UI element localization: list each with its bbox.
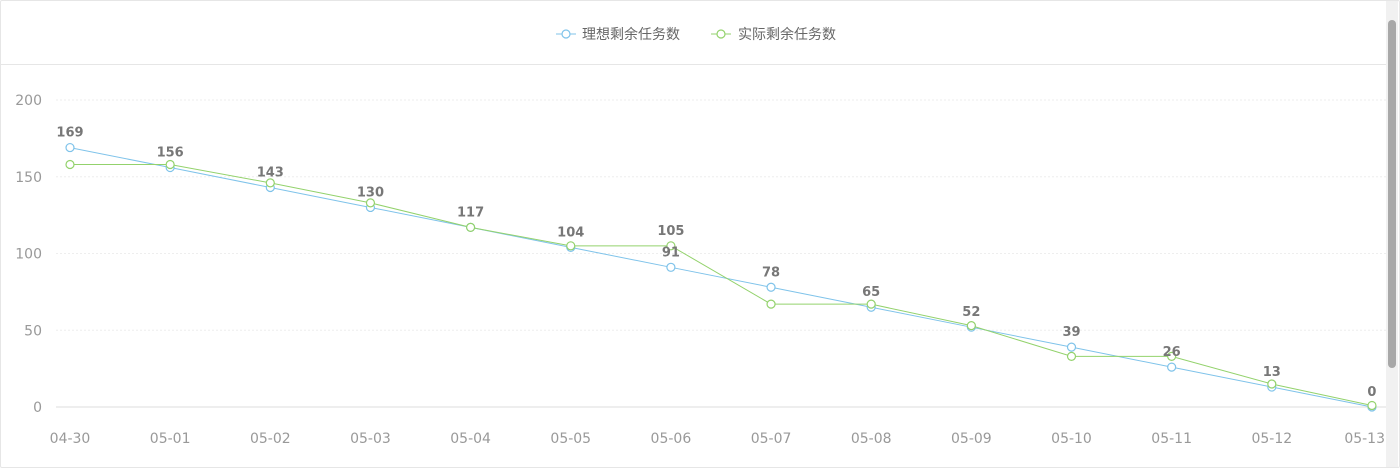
y-tick-label: 100 — [15, 247, 42, 263]
data-point-actual[interactable] — [766, 299, 776, 309]
data-label-ideal: 143 — [257, 165, 284, 180]
legend: 理想剩余任务数 实际剩余任务数 — [556, 26, 836, 43]
data-point-actual[interactable] — [966, 321, 976, 331]
data-point-actual[interactable] — [1267, 379, 1277, 389]
data-label-ideal: 0 — [1367, 385, 1376, 400]
x-tick-label: 04-30 — [50, 431, 91, 447]
x-tick-label: 05-08 — [851, 431, 892, 447]
data-point-actual[interactable] — [866, 299, 876, 309]
x-tick-label: 05-13 — [1344, 431, 1385, 447]
y-axis: 0 50 100 150 200 — [15, 93, 42, 416]
series-line-actual — [70, 163, 1373, 406]
data-point-ideal[interactable] — [666, 262, 676, 272]
data-point-ideal[interactable] — [766, 282, 776, 292]
legend-label: 实际剩余任务数 — [738, 26, 836, 43]
data-label-actual: 105 — [657, 224, 684, 239]
data-point-actual[interactable] — [566, 241, 576, 251]
x-tick-label: 05-03 — [350, 431, 391, 447]
data-point-ideal[interactable] — [65, 142, 75, 153]
data-point-ideal[interactable] — [1167, 362, 1177, 372]
x-tick-label: 05-06 — [651, 431, 692, 447]
data-point-actual[interactable] — [1066, 351, 1077, 361]
x-tick-label: 05-05 — [550, 431, 591, 447]
y-tick-label: 200 — [15, 93, 42, 109]
data-label-ideal: 78 — [762, 265, 780, 280]
data-point-actual[interactable] — [1167, 351, 1177, 361]
header-divider — [1, 64, 1387, 65]
data-label-ideal: 117 — [457, 205, 484, 220]
data-point-actual[interactable] — [265, 178, 275, 188]
x-tick-label: 05-11 — [1151, 431, 1192, 447]
data-point-actual[interactable] — [466, 222, 476, 233]
x-tick-label: 05-10 — [1051, 431, 1092, 447]
y-tick-label: 0 — [33, 400, 42, 416]
legend-label: 理想剩余任务数 — [582, 26, 680, 43]
data-label-ideal: 26 — [1163, 345, 1181, 360]
series-line-ideal — [69, 147, 1373, 408]
data-point-actual[interactable] — [1367, 400, 1377, 411]
data-label-ideal: 65 — [862, 285, 880, 300]
data-point-ideal[interactable] — [1066, 342, 1077, 352]
x-tick-label: 05-02 — [250, 431, 291, 447]
data-label-ideal: 91 — [662, 245, 680, 260]
data-label-ideal: 156 — [157, 146, 184, 161]
data-point-actual[interactable] — [65, 159, 75, 170]
x-tick-label: 05-01 — [150, 431, 191, 447]
x-tick-label: 05-04 — [450, 431, 491, 447]
data-point-actual[interactable] — [666, 241, 676, 251]
data-label-ideal: 13 — [1263, 365, 1281, 380]
legend-marker-icon — [561, 29, 571, 39]
data-point-actual[interactable] — [165, 159, 175, 170]
y-tick-label: 150 — [15, 170, 42, 186]
data-label-ideal: 104 — [557, 225, 584, 240]
data-label-ideal: 130 — [357, 185, 384, 200]
grid-lines — [56, 99, 1386, 408]
y-tick-label: 50 — [24, 323, 42, 339]
x-tick-label: 05-09 — [951, 431, 992, 447]
data-label-ideal: 39 — [1062, 325, 1080, 340]
legend-item-actual[interactable]: 实际剩余任务数 — [711, 26, 836, 43]
x-tick-label: 05-12 — [1251, 431, 1292, 447]
data-point-actual[interactable] — [365, 198, 376, 208]
data-label-ideal: 169 — [56, 126, 83, 141]
x-tick-label: 05-07 — [751, 431, 792, 447]
legend-item-ideal[interactable]: 理想剩余任务数 — [556, 26, 680, 43]
x-axis: 04-30 05-01 05-02 05-03 05-04 05-05 05-06 05-07… — [50, 431, 1385, 447]
legend-marker-icon — [716, 29, 726, 39]
data-label-ideal: 52 — [962, 305, 980, 320]
scrollbar-thumb[interactable] — [1388, 20, 1396, 368]
series-layer — [65, 142, 1377, 412]
